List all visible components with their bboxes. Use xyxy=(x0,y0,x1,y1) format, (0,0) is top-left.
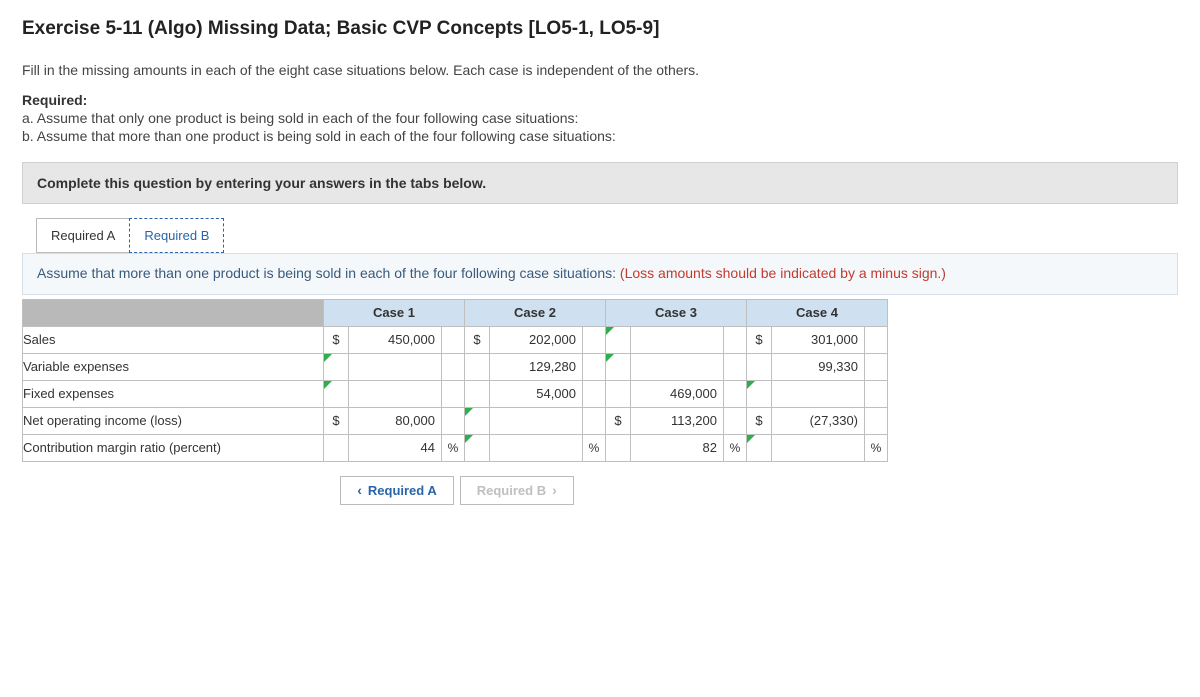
cmr-c4-sym xyxy=(747,434,772,461)
required-a-text: a. Assume that only one product is being… xyxy=(22,110,1178,126)
fixed-c4-unit xyxy=(865,380,888,407)
cmr-c3-val[interactable]: 82 xyxy=(631,434,724,461)
sales-c4-sym: $ xyxy=(747,326,772,353)
noi-c4-sym: $ xyxy=(747,407,772,434)
tab-required-a[interactable]: Required A xyxy=(36,218,130,253)
required-b-text: b. Assume that more than one product is … xyxy=(22,128,1178,144)
cmr-c1-unit: % xyxy=(442,434,465,461)
instruction-bar: Complete this question by entering your … xyxy=(22,162,1178,204)
next-button-label: Required B xyxy=(477,483,546,498)
cmr-c3-unit: % xyxy=(724,434,747,461)
label-noi: Net operating income (loss) xyxy=(23,407,324,434)
row-cm-ratio: Contribution margin ratio (percent) 44 %… xyxy=(23,434,888,461)
sales-c1-val[interactable]: 450,000 xyxy=(349,326,442,353)
sales-c2-sym: $ xyxy=(465,326,490,353)
fixed-c4-sym xyxy=(747,380,772,407)
prev-button[interactable]: ‹ Required A xyxy=(340,476,454,505)
noi-c4-val[interactable]: (27,330) xyxy=(772,407,865,434)
fixed-c2-sym xyxy=(465,380,490,407)
sales-c3-sym xyxy=(606,326,631,353)
sales-c3-unit xyxy=(724,326,747,353)
sales-c4-unit xyxy=(865,326,888,353)
prev-button-label: Required A xyxy=(368,483,437,498)
noi-c3-unit xyxy=(724,407,747,434)
cvp-table: Case 1 Case 2 Case 3 Case 4 Sales $ 450,… xyxy=(22,299,1178,462)
label-sales: Sales xyxy=(23,326,324,353)
label-fixed: Fixed expenses xyxy=(23,380,324,407)
fixed-c1-unit xyxy=(442,380,465,407)
row-sales: Sales $ 450,000 $ 202,000 $ 301,000 xyxy=(23,326,888,353)
exercise-title: Exercise 5-11 (Algo) Missing Data; Basic… xyxy=(22,18,1178,40)
sub-instruction-main: Assume that more than one product is bei… xyxy=(37,265,620,281)
sales-c2-unit xyxy=(583,326,606,353)
intro-text: Fill in the missing amounts in each of t… xyxy=(22,62,1178,78)
header-case4: Case 4 xyxy=(747,299,888,326)
fixed-c3-val[interactable]: 469,000 xyxy=(631,380,724,407)
noi-c3-sym: $ xyxy=(606,407,631,434)
cmr-c2-sym xyxy=(465,434,490,461)
sales-c3-val[interactable] xyxy=(631,326,724,353)
varexp-c4-sym xyxy=(747,353,772,380)
sales-c4-val[interactable]: 301,000 xyxy=(772,326,865,353)
varexp-c1-unit xyxy=(442,353,465,380)
row-variable-expenses: Variable expenses 129,280 99,330 xyxy=(23,353,888,380)
sales-c1-unit xyxy=(442,326,465,353)
varexp-c3-val[interactable] xyxy=(631,353,724,380)
header-case1: Case 1 xyxy=(324,299,465,326)
varexp-c2-sym xyxy=(465,353,490,380)
noi-c3-val[interactable]: 113,200 xyxy=(631,407,724,434)
label-cmr: Contribution margin ratio (percent) xyxy=(23,434,324,461)
fixed-c3-unit xyxy=(724,380,747,407)
cmr-c4-val[interactable] xyxy=(772,434,865,461)
cmr-c4-unit: % xyxy=(865,434,888,461)
tab-strip: Required A Required B xyxy=(36,218,1178,253)
cmr-c2-unit: % xyxy=(583,434,606,461)
required-label: Required: xyxy=(22,92,1178,108)
header-case2: Case 2 xyxy=(465,299,606,326)
fixed-c3-sym xyxy=(606,380,631,407)
sales-c1-sym: $ xyxy=(324,326,349,353)
varexp-c4-val[interactable]: 99,330 xyxy=(772,353,865,380)
next-button[interactable]: Required B › xyxy=(460,476,574,505)
label-varexp: Variable expenses xyxy=(23,353,324,380)
sales-c2-val[interactable]: 202,000 xyxy=(490,326,583,353)
tab-required-b[interactable]: Required B xyxy=(129,218,224,253)
noi-c4-unit xyxy=(865,407,888,434)
varexp-c2-unit xyxy=(583,353,606,380)
sub-instruction: Assume that more than one product is bei… xyxy=(22,253,1178,295)
chevron-right-icon: › xyxy=(552,483,557,497)
fixed-c2-val[interactable]: 54,000 xyxy=(490,380,583,407)
noi-c1-sym: $ xyxy=(324,407,349,434)
varexp-c3-sym xyxy=(606,353,631,380)
fixed-c4-val[interactable] xyxy=(772,380,865,407)
header-blank xyxy=(23,299,324,326)
noi-c1-unit xyxy=(442,407,465,434)
varexp-c3-unit xyxy=(724,353,747,380)
nav-row: ‹ Required A Required B › xyxy=(22,476,892,505)
chevron-left-icon: ‹ xyxy=(357,483,362,497)
varexp-c1-sym xyxy=(324,353,349,380)
sub-instruction-warn: (Loss amounts should be indicated by a m… xyxy=(620,265,946,281)
noi-c2-sym xyxy=(465,407,490,434)
varexp-c1-val[interactable] xyxy=(349,353,442,380)
fixed-c1-sym xyxy=(324,380,349,407)
fixed-c1-val[interactable] xyxy=(349,380,442,407)
noi-c1-val[interactable]: 80,000 xyxy=(349,407,442,434)
cmr-c2-val[interactable] xyxy=(490,434,583,461)
noi-c2-val[interactable] xyxy=(490,407,583,434)
header-case3: Case 3 xyxy=(606,299,747,326)
varexp-c2-val[interactable]: 129,280 xyxy=(490,353,583,380)
row-net-operating-income: Net operating income (loss) $ 80,000 $ 1… xyxy=(23,407,888,434)
noi-c2-unit xyxy=(583,407,606,434)
fixed-c2-unit xyxy=(583,380,606,407)
row-fixed-expenses: Fixed expenses 54,000 469,000 xyxy=(23,380,888,407)
cmr-c1-val[interactable]: 44 xyxy=(349,434,442,461)
varexp-c4-unit xyxy=(865,353,888,380)
cmr-c1-sym xyxy=(324,434,349,461)
cmr-c3-sym xyxy=(606,434,631,461)
